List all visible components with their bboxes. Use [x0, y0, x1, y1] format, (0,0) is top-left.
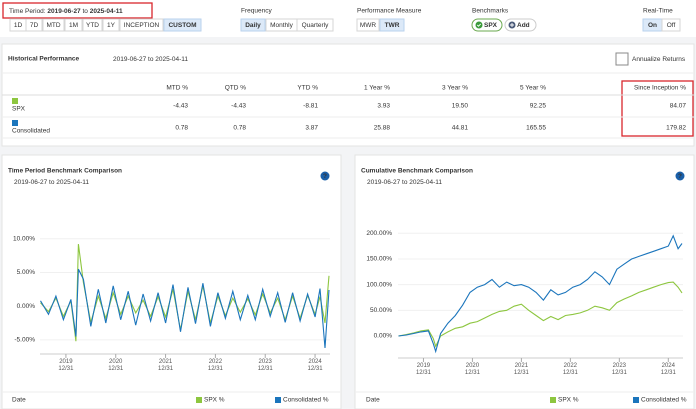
table-cell: -8.81 — [303, 103, 318, 110]
x-tick-label: 2022 12/31 — [195, 359, 235, 373]
row-swatch — [12, 98, 18, 104]
column-header: 5 Year % — [520, 85, 546, 92]
add-label: Add — [517, 22, 530, 29]
x-tick-label: 2021 12/31 — [146, 359, 186, 373]
chart-subtitle: 2019-06-27 to 2025-04-11 — [367, 179, 442, 186]
legend-swatch — [275, 397, 281, 403]
benchmark-label: SPX — [484, 22, 498, 29]
help-glyph: ? — [678, 173, 682, 180]
option-label: 1M — [69, 22, 78, 29]
legend-swatch — [550, 397, 556, 403]
column-header: YTD % — [297, 85, 318, 92]
x-tick-label: 2024 12/31 — [295, 359, 335, 373]
y-tick-label: 100.00% — [366, 281, 392, 288]
row-swatch — [12, 120, 18, 126]
legend-swatch — [196, 397, 202, 403]
option-label: Quarterly — [302, 22, 329, 29]
time-period-label: Time Period: — [9, 8, 46, 15]
group-label: Frequency — [241, 8, 272, 15]
y-tick-label: 200.00% — [366, 230, 392, 237]
table-cell: 92.25 — [530, 103, 547, 110]
table-cell: 19.50 — [452, 103, 469, 110]
y-tick-label: 150.00% — [366, 256, 392, 263]
table-cell: 3.93 — [377, 103, 390, 110]
x-axis-label: Date — [366, 397, 380, 404]
time-period: Time Period: 2019-06-27 to 2025-04-11 — [9, 8, 123, 15]
panel-title: Historical Performance — [8, 56, 80, 63]
column-header: Since Inception % — [634, 85, 686, 92]
table-cell: 0.78 — [175, 125, 188, 132]
x-tick-label: 2024 12/31 — [648, 363, 688, 377]
table-cell: 25.88 — [374, 125, 391, 132]
x-tick-label: 2019 12/31 — [46, 359, 86, 373]
group-label: Real-Time — [643, 8, 673, 15]
table-cell: 0.78 — [233, 125, 246, 132]
chart-subtitle: 2019-06-27 to 2025-04-11 — [14, 179, 89, 186]
table-cell: -4.43 — [173, 103, 188, 110]
date-to: 2025-04-11 — [90, 8, 123, 15]
x-tick-label: 2021 12/31 — [501, 363, 541, 377]
legend-label: Consolidated % — [641, 397, 687, 404]
option-label: Off — [667, 22, 676, 29]
option-label: YTD — [86, 22, 99, 29]
x-tick-label: 2023 12/31 — [245, 359, 285, 373]
x-tick-label: 2020 12/31 — [96, 359, 136, 373]
option-label: TWR — [385, 22, 400, 29]
legend-label: Consolidated % — [283, 397, 329, 404]
option-label: MTD — [46, 22, 60, 29]
table-cell: 84.07 — [670, 103, 687, 110]
table-cell: 165.55 — [526, 125, 546, 132]
option-label: On — [648, 22, 657, 29]
column-header: MTD % — [166, 85, 188, 92]
date-from: 2019-06-27 — [47, 8, 81, 15]
column-header: QTD % — [225, 85, 247, 92]
table-cell: 3.87 — [305, 125, 318, 132]
legend-label: SPX % — [204, 397, 225, 404]
group-label: Benchmarks — [472, 8, 509, 15]
chart-title: Time Period Benchmark Comparison — [8, 168, 122, 175]
row-label: SPX — [12, 106, 26, 113]
table-cell: 179.82 — [666, 125, 686, 132]
y-tick-label: -5.00% — [14, 337, 35, 344]
y-tick-label: 0.00% — [374, 333, 393, 340]
x-tick-label: 2020 12/31 — [452, 363, 492, 377]
option-label: 1D — [14, 22, 23, 29]
x-tick-label: 2019 12/31 — [403, 363, 443, 377]
option-label: INCEPTION — [124, 22, 160, 29]
y-tick-label: 50.00% — [370, 307, 392, 314]
check-icon — [476, 22, 483, 29]
table-cell: 44.81 — [452, 125, 469, 132]
y-tick-label: 10.00% — [13, 235, 35, 242]
column-header: 1 Year % — [364, 85, 390, 92]
legend-label: SPX % — [558, 397, 579, 404]
row-label: Consolidated — [12, 128, 50, 135]
y-tick-label: 0.00% — [17, 303, 36, 310]
option-label: 7D — [30, 22, 39, 29]
chart-title: Cumulative Benchmark Comparison — [361, 168, 473, 175]
panel-subtitle: 2019-06-27 to 2025-04-11 — [113, 56, 188, 63]
option-label: MWR — [360, 22, 377, 29]
to-word: to — [82, 8, 88, 15]
checkbox[interactable] — [616, 53, 628, 65]
column-header: 3 Year % — [442, 85, 468, 92]
option-label: 1Y — [107, 22, 116, 29]
y-tick-label: 5.00% — [17, 269, 36, 276]
legend-swatch — [633, 397, 639, 403]
group-label: Performance Measure — [357, 8, 422, 15]
checkbox-label: Annualize Returns — [632, 56, 686, 63]
x-tick-label: 2023 12/31 — [599, 363, 639, 377]
x-axis-label: Date — [12, 397, 26, 404]
option-label: CUSTOM — [168, 22, 196, 29]
help-glyph: ? — [323, 173, 327, 180]
option-label: Monthly — [270, 22, 294, 29]
table-cell: -4.43 — [231, 103, 246, 110]
option-label: Daily — [245, 22, 261, 29]
x-tick-label: 2022 12/31 — [550, 363, 590, 377]
